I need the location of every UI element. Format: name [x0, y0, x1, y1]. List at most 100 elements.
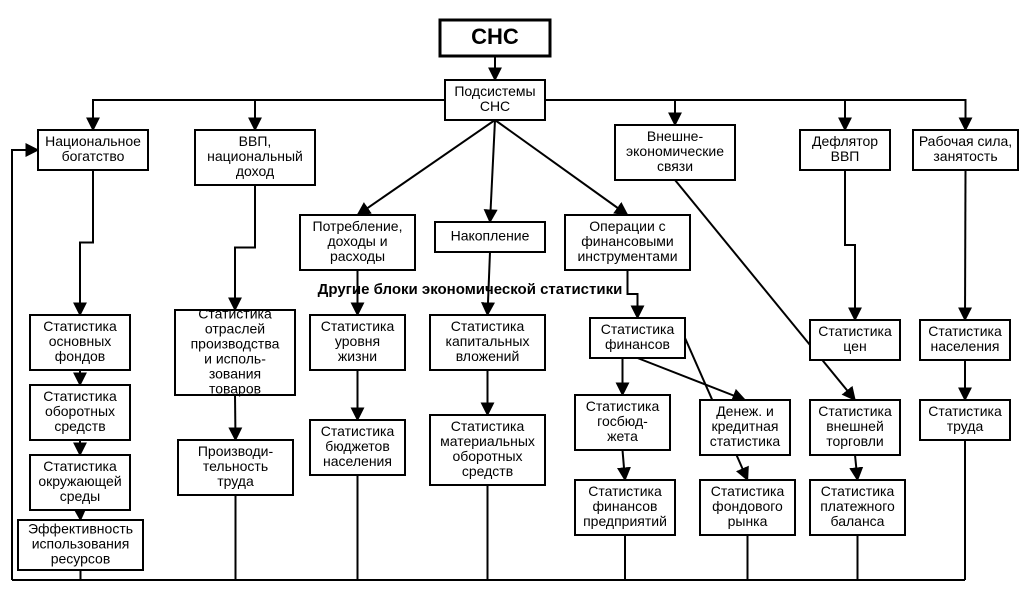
- svg-text:жизни: жизни: [338, 348, 377, 364]
- svg-text:торговли: торговли: [826, 433, 884, 449]
- svg-text:национальный: национальный: [207, 148, 303, 164]
- svg-text:основных: основных: [49, 333, 112, 349]
- section-label: Другие блоки экономической статистики: [318, 281, 623, 298]
- svg-text:финансов: финансов: [593, 498, 658, 514]
- svg-text:труда: труда: [947, 418, 984, 434]
- svg-text:Статистика: Статистика: [821, 483, 895, 499]
- svg-text:внешней: внешней: [826, 418, 884, 434]
- svg-text:товаров: товаров: [209, 381, 261, 397]
- svg-text:вложений: вложений: [456, 348, 520, 364]
- svg-text:оборотных: оборотных: [452, 448, 522, 464]
- node-stat_fin: Статистикафинансов: [590, 318, 685, 358]
- node-stat_funds: Статистикаосновныхфондов: [30, 315, 130, 370]
- svg-text:капитальных: капитальных: [446, 333, 530, 349]
- node-stat_branch: Статистикаотраслейпроизводстваи исполь-з…: [175, 306, 295, 397]
- svg-text:Статистика: Статистика: [321, 423, 395, 439]
- svg-text:госбюд-: госбюд-: [597, 413, 648, 429]
- svg-text:рынка: рынка: [728, 513, 768, 529]
- node-eff: Эффективностьиспользованияресурсов: [18, 520, 143, 570]
- svg-text:платежного: платежного: [820, 498, 895, 514]
- svg-text:и исполь-: и исполь-: [204, 351, 266, 367]
- svg-text:ВВП: ВВП: [831, 148, 860, 164]
- svg-text:Внешне-: Внешне-: [647, 128, 704, 144]
- node-root: СНС: [440, 20, 550, 56]
- svg-text:расходы: расходы: [330, 248, 385, 264]
- svg-text:Операции с: Операции с: [589, 218, 665, 234]
- node-stat_pop: Статистиканаселения: [920, 320, 1010, 360]
- node-vvp: ВВП,национальныйдоход: [195, 130, 315, 185]
- svg-text:Национальное: Национальное: [45, 133, 141, 149]
- node-stat_bal: Статистикаплатежногобаланса: [810, 480, 905, 535]
- svg-text:средств: средств: [54, 418, 105, 434]
- svg-text:фондов: фондов: [55, 348, 105, 364]
- svg-text:Подсистемы: Подсистемы: [454, 83, 535, 99]
- svg-text:Статистика: Статистика: [601, 321, 675, 337]
- svg-text:жета: жета: [607, 428, 638, 444]
- svg-text:Статистика: Статистика: [818, 403, 892, 419]
- node-money: Денеж. икредитнаястатистика: [700, 400, 790, 455]
- svg-text:населения: населения: [323, 453, 392, 469]
- svg-text:Статистика: Статистика: [711, 483, 785, 499]
- svg-text:доход: доход: [236, 163, 274, 179]
- svg-text:Статистика: Статистика: [818, 323, 892, 339]
- svg-text:богатство: богатство: [62, 148, 125, 164]
- node-stat_gos: Статистикагосбюд-жета: [575, 395, 670, 450]
- node-stat_budget: Статистикабюджетовнаселения: [310, 420, 405, 475]
- node-stat_stock: Статистикафондовогорынка: [700, 480, 795, 535]
- svg-text:кредитная: кредитная: [712, 418, 779, 434]
- svg-text:использования: использования: [32, 536, 130, 552]
- node-consume: Потребление,доходы ирасходы: [300, 215, 415, 270]
- svg-text:ресурсов: ресурсов: [51, 551, 111, 567]
- node-stat_labor: Статистикатруда: [920, 400, 1010, 440]
- svg-text:Статистика: Статистика: [586, 398, 660, 414]
- node-prod_labor: Производи-тельностьтруда: [178, 440, 293, 495]
- svg-text:предприятий: предприятий: [583, 513, 667, 529]
- node-stat_price: Статистикацен: [810, 320, 900, 360]
- svg-text:Статистика: Статистика: [198, 306, 272, 322]
- svg-text:ВВП,: ВВП,: [239, 133, 272, 149]
- svg-text:доходы и: доходы и: [327, 233, 387, 249]
- diagram-canvas: СНСПодсистемыСНСНациональноебогатствоВВП…: [0, 0, 1032, 594]
- svg-text:Статистика: Статистика: [928, 403, 1002, 419]
- svg-text:статистика: статистика: [710, 433, 781, 449]
- svg-text:Статистика: Статистика: [588, 483, 662, 499]
- node-labor: Рабочая сила,занятость: [913, 130, 1018, 170]
- svg-text:Эффективность: Эффективность: [28, 521, 133, 537]
- svg-text:Статистика: Статистика: [43, 388, 117, 404]
- node-stat_trade: Статистикавнешнейторговли: [810, 400, 900, 455]
- svg-text:оборотных: оборотных: [45, 403, 115, 419]
- svg-text:Статистика: Статистика: [43, 318, 117, 334]
- node-stat_mat: Статистикаматериальныхоборотныхсредств: [430, 415, 545, 485]
- svg-text:Накопление: Накопление: [451, 228, 530, 244]
- svg-text:Дефлятор: Дефлятор: [812, 133, 878, 149]
- node-finops: Операции сфинансовымиинструментами: [565, 215, 690, 270]
- node-stat_cap: Статистикакапитальныхвложений: [430, 315, 545, 370]
- svg-text:СНС: СНС: [471, 24, 519, 49]
- svg-text:цен: цен: [843, 338, 866, 354]
- svg-text:бюджетов: бюджетов: [325, 438, 390, 454]
- node-deflator: ДефляторВВП: [800, 130, 890, 170]
- svg-text:тельность: тельность: [203, 458, 268, 474]
- svg-text:Статистика: Статистика: [43, 458, 117, 474]
- svg-text:СНС: СНС: [480, 98, 510, 114]
- svg-text:финансов: финансов: [605, 336, 670, 352]
- node-stat_life: Статистикауровняжизни: [310, 315, 405, 370]
- svg-text:занятость: занятость: [933, 148, 997, 164]
- svg-text:Производи-: Производи-: [198, 443, 274, 459]
- svg-text:производства: производства: [191, 336, 280, 352]
- svg-text:финансовыми: финансовыми: [581, 233, 673, 249]
- svg-text:Потребление,: Потребление,: [313, 218, 403, 234]
- svg-text:отраслей: отраслей: [205, 321, 265, 337]
- node-nat_wealth: Национальноебогатство: [38, 130, 148, 170]
- svg-text:уровня: уровня: [335, 333, 380, 349]
- svg-text:средств: средств: [462, 463, 513, 479]
- svg-text:среды: среды: [60, 488, 101, 504]
- svg-text:материальных: материальных: [440, 433, 535, 449]
- node-accum: Накопление: [435, 222, 545, 252]
- svg-text:населения: населения: [931, 338, 1000, 354]
- svg-text:труда: труда: [217, 473, 254, 489]
- svg-text:Статистика: Статистика: [321, 318, 395, 334]
- svg-text:экономические: экономические: [626, 143, 724, 159]
- node-stat_ent: Статистикафинансовпредприятий: [575, 480, 675, 535]
- svg-text:Рабочая сила,: Рабочая сила,: [919, 133, 1012, 149]
